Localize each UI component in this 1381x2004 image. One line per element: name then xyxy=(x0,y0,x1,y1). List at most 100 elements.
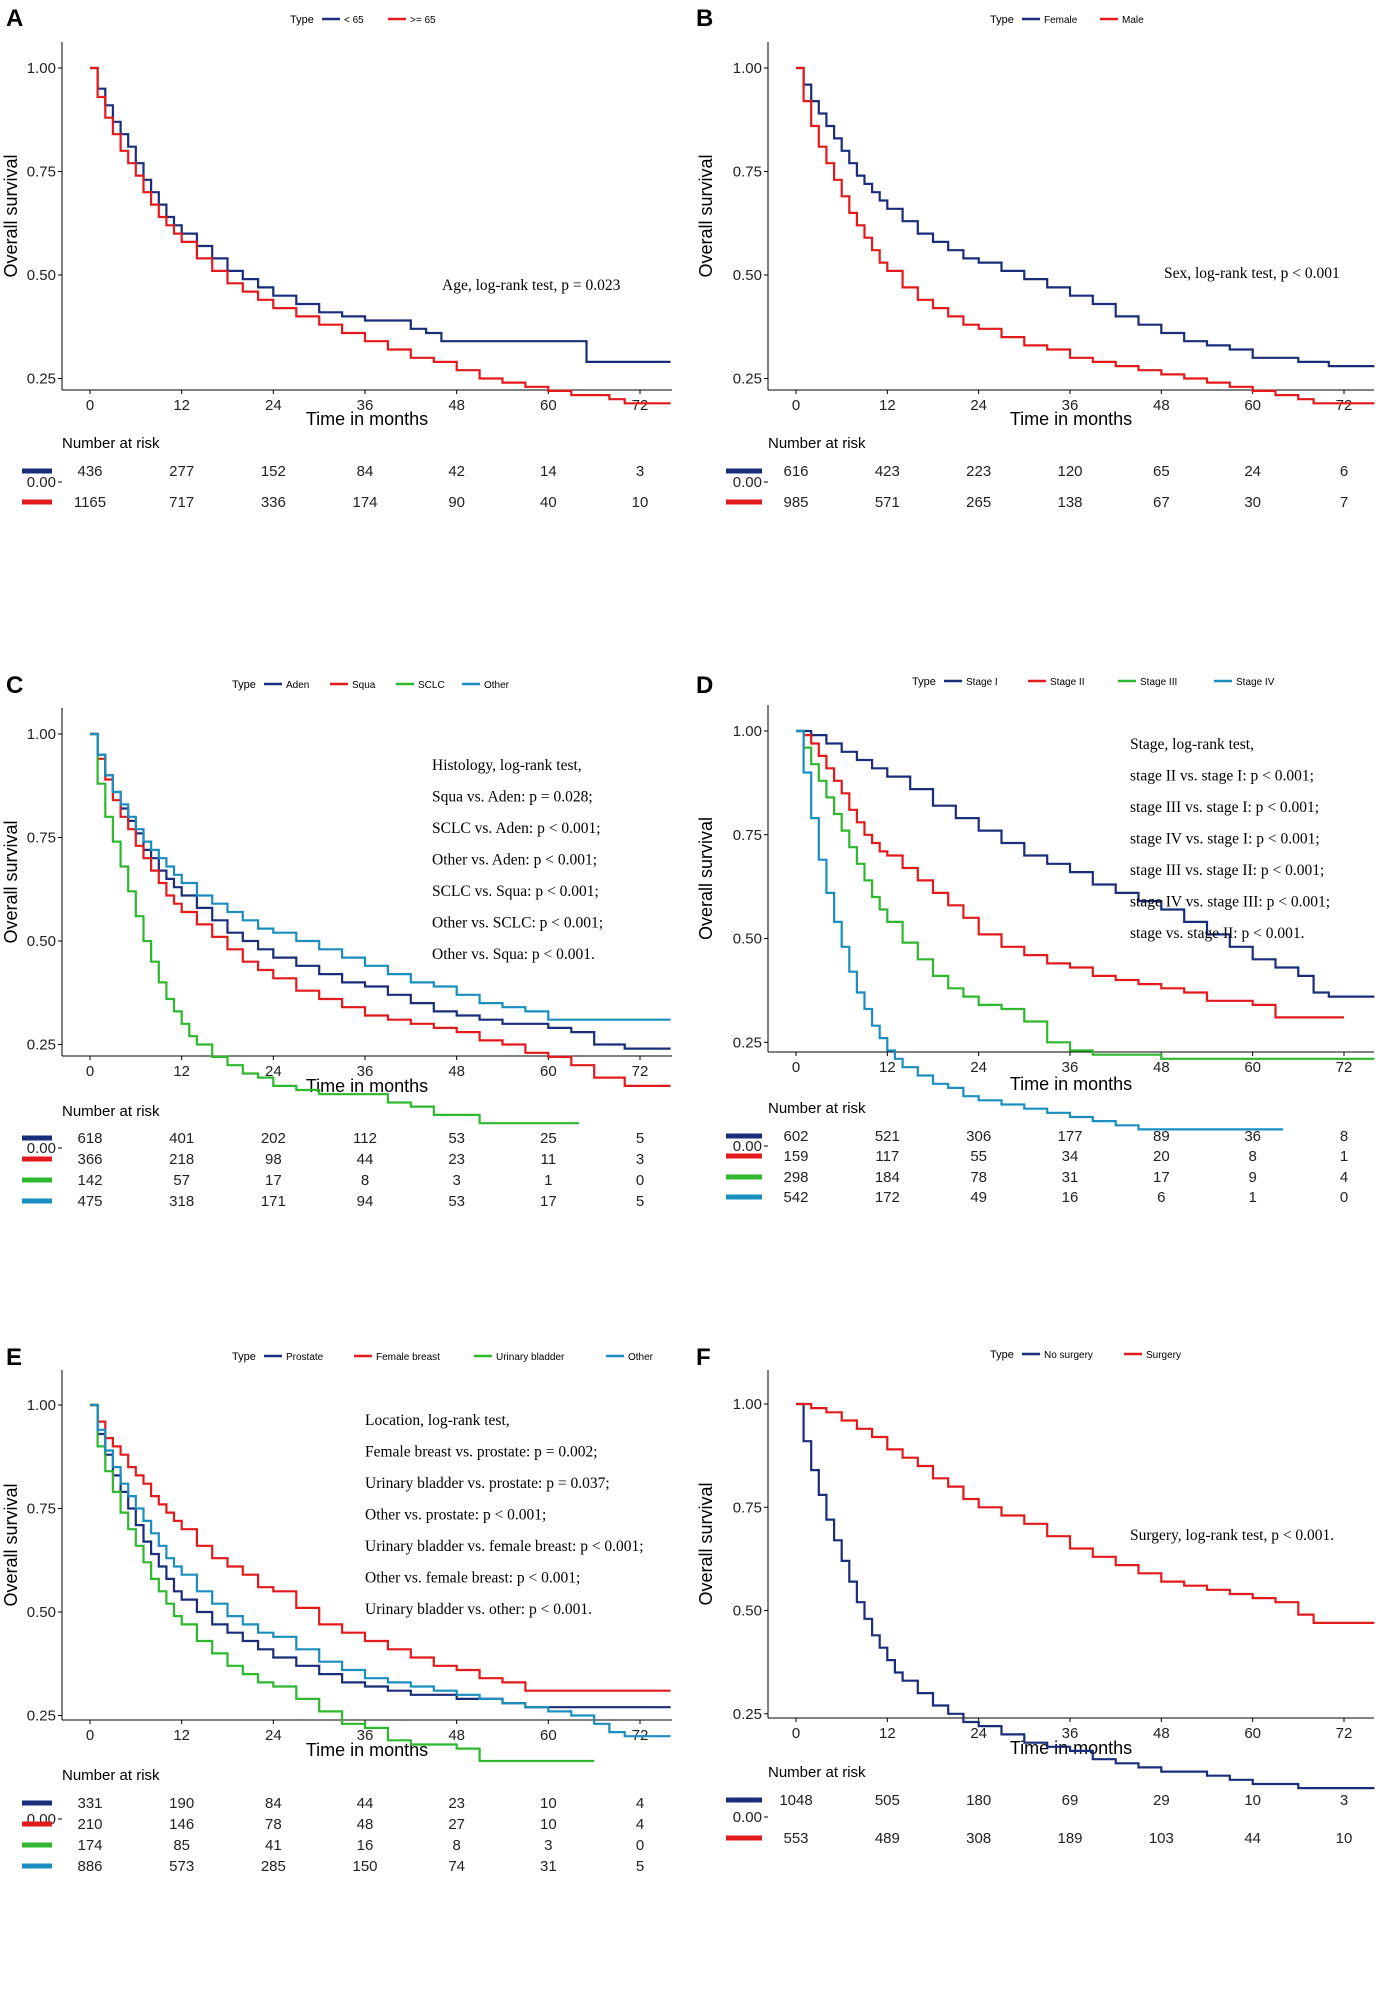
risk-value: 0 xyxy=(636,1172,644,1189)
series-other xyxy=(90,732,671,1021)
series-no-surgery xyxy=(796,1402,1375,1790)
x-tick-label: 12 xyxy=(879,1059,896,1076)
risk-value: 44 xyxy=(1244,1830,1261,1847)
risk-value: 74 xyxy=(448,1858,465,1875)
legend-entry: < 65 xyxy=(344,15,364,26)
y-axis-title: Overall survival xyxy=(1,820,21,943)
legend-entry: Male xyxy=(1122,15,1144,26)
annotation: stage II vs. stage I: p < 0.001; xyxy=(1130,768,1314,785)
risk-value: 23 xyxy=(448,1151,465,1168)
x-tick-label: 12 xyxy=(173,1727,190,1744)
y-tick-label: 0.50 xyxy=(733,931,762,948)
risk-value: 17 xyxy=(265,1172,282,1189)
y-tick-label: 0.50 xyxy=(27,1604,56,1621)
risk-value: 3 xyxy=(544,1837,552,1854)
legend-entry: Urinary bladder xyxy=(496,1352,565,1363)
annotation: stage IV vs. stage I: p < 0.001; xyxy=(1130,831,1320,848)
risk-value: 8 xyxy=(1248,1148,1256,1165)
y-tick-label: 1.00 xyxy=(733,723,762,740)
series-male xyxy=(796,66,1375,405)
risk-value: 34 xyxy=(1062,1148,1079,1165)
risk-value: 159 xyxy=(783,1148,808,1165)
panel-letter: B xyxy=(696,5,713,32)
risk-value: 489 xyxy=(875,1830,900,1847)
series-sclc xyxy=(90,732,579,1125)
risk-value: 0 xyxy=(1340,1189,1348,1206)
risk-value: 171 xyxy=(261,1193,286,1210)
risk-value: 172 xyxy=(875,1189,900,1206)
risk-value: 573 xyxy=(169,1858,194,1875)
legend: Type Female Male xyxy=(990,14,1144,26)
annotation: Sex, log-rank test, p < 0.001 xyxy=(1164,265,1340,282)
x-axis-title: Time in months xyxy=(306,409,428,429)
x-tick-label: 48 xyxy=(1153,1725,1170,1742)
legend-entry: Squa xyxy=(352,680,376,691)
x-tick-label: 0 xyxy=(792,1059,800,1076)
risk-value: 7 xyxy=(1340,494,1348,511)
risk-value: 17 xyxy=(540,1193,557,1210)
panel-b: B Type Female Male 0.00 0.25 0.50 0.75 1.00 0 12 24… xyxy=(696,5,1375,511)
legend-entry: Other xyxy=(628,1352,654,1363)
risk-value: 14 xyxy=(540,463,557,480)
y-tick-label: 1.00 xyxy=(27,1397,56,1414)
risk-value: 174 xyxy=(352,494,377,511)
risk-value: 57 xyxy=(173,1172,190,1189)
risk-value: 146 xyxy=(169,1816,194,1833)
y-tick-label: 0.50 xyxy=(733,267,762,284)
y-tick-label: 1.00 xyxy=(733,1396,762,1413)
risk-value: 177 xyxy=(1057,1128,1082,1145)
risk-value: 69 xyxy=(1062,1792,1079,1809)
legend-entry: Other xyxy=(484,680,510,691)
risk-value: 218 xyxy=(169,1151,194,1168)
x-tick-label: 12 xyxy=(173,397,190,414)
annotation: Female breast vs. prostate: p = 0.002; xyxy=(365,1444,598,1461)
legend-entry: Aden xyxy=(286,680,309,691)
annotation: stage vs. stage II: p < 0.001. xyxy=(1130,925,1304,942)
risk-value: 210 xyxy=(77,1816,102,1833)
risk-value: 16 xyxy=(1062,1189,1079,1206)
x-tick-label: 24 xyxy=(970,397,987,414)
x-tick-label: 60 xyxy=(540,397,557,414)
risk-value: 602 xyxy=(783,1128,808,1145)
series-prostate xyxy=(90,1403,671,1709)
y-tick-label: 0.75 xyxy=(27,830,56,847)
legend-entry: Stage II xyxy=(1050,677,1084,688)
risk-value: 152 xyxy=(261,463,286,480)
annotation: Urinary bladder vs. prostate: p = 0.037; xyxy=(365,1475,610,1492)
legend-title: Type xyxy=(990,14,1014,26)
risk-value: 31 xyxy=(1062,1169,1079,1186)
risk-value: 65 xyxy=(1153,463,1170,480)
legend-entry: Stage IV xyxy=(1236,677,1275,688)
annotation: stage III vs. stage I: p < 0.001; xyxy=(1130,799,1319,816)
y-axis-title: Overall survival xyxy=(1,154,21,277)
risk-value: 16 xyxy=(357,1837,374,1854)
y-tick-label: 0.25 xyxy=(27,1037,56,1054)
x-tick-label: 12 xyxy=(879,1725,896,1742)
annotation: Other vs. female breast: p < 0.001; xyxy=(365,1570,580,1587)
x-tick-label: 72 xyxy=(1336,1059,1353,1076)
y-tick-label: 0.00 xyxy=(27,474,56,491)
risk-value: 1 xyxy=(1248,1189,1256,1206)
legend-title: Type xyxy=(290,14,314,26)
risk-value: 49 xyxy=(970,1189,987,1206)
legend-title: Type xyxy=(912,676,936,688)
risk-value: 90 xyxy=(448,494,465,511)
x-tick-label: 0 xyxy=(86,1727,94,1744)
risk-value: 3 xyxy=(636,463,644,480)
risk-value: 3 xyxy=(1340,1792,1348,1809)
legend-entry: Surgery xyxy=(1146,1350,1181,1361)
legend-entry: >= 65 xyxy=(410,15,436,26)
risk-value: 112 xyxy=(353,1130,377,1147)
annotation: Other vs. prostate: p < 0.001; xyxy=(365,1507,546,1524)
risk-value: 31 xyxy=(540,1858,557,1875)
annotation: Age, log-rank test, p = 0.023 xyxy=(442,277,621,294)
y-tick-label: 0.75 xyxy=(733,827,762,844)
risk-value: 42 xyxy=(448,463,465,480)
annotation: Urinary bladder vs. other: p < 0.001. xyxy=(365,1601,592,1618)
annotation: Other vs. SCLC: p < 0.001; xyxy=(432,915,603,932)
x-axis-title: Time in months xyxy=(1010,1074,1132,1094)
panel-f: F Type No surgery Surgery 0.00 0.25 0.50 0.75 1.… xyxy=(696,1344,1375,1847)
risk-value: 9 xyxy=(1248,1169,1256,1186)
risk-value: 120 xyxy=(1057,463,1082,480)
